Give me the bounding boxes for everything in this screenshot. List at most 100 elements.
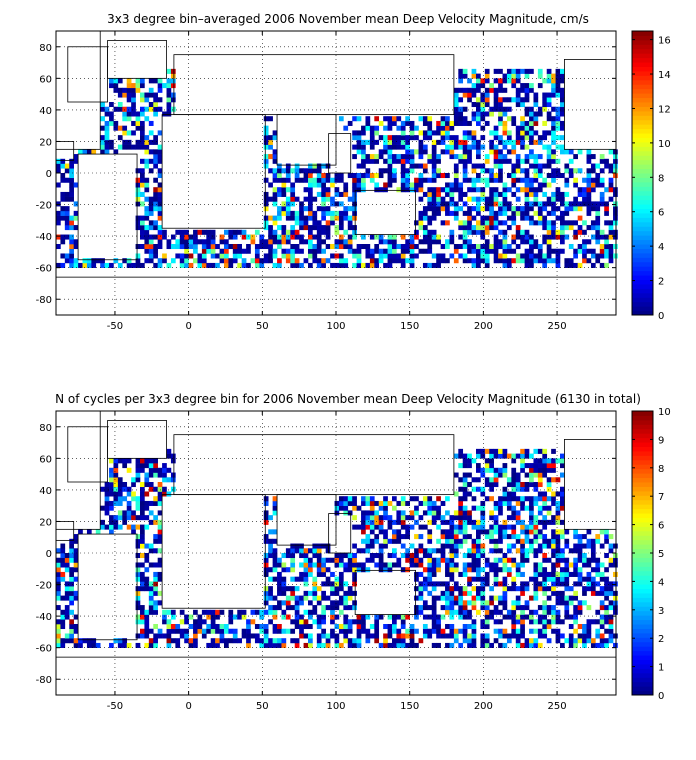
data-cell [489,595,494,601]
data-cell [383,624,388,630]
data-cell [542,567,548,573]
data-cell [515,158,521,164]
data-cell [511,543,517,549]
data-cell [533,458,539,464]
data-cell [595,206,601,212]
data-cell [529,482,534,488]
data-cell [418,215,424,221]
data-cell [60,562,66,568]
data-cell [502,586,508,592]
data-cell [347,244,353,250]
data-cell [445,130,450,136]
data-cell [277,234,282,240]
data-cell [449,191,455,197]
data-cell [383,139,388,145]
data-cell [148,467,154,473]
data-cell [383,642,388,648]
data-cell [573,168,578,174]
data-cell [533,581,539,587]
data-cell [153,609,158,615]
data-cell [387,125,393,131]
data-cell [422,548,428,554]
data-cell [135,196,141,202]
data-cell [586,154,592,160]
data-cell [560,567,565,573]
data-cell [471,130,477,136]
data-cell [109,78,114,84]
data-cell [537,154,543,160]
data-cell [537,244,543,250]
data-cell [529,524,534,530]
data-cell [467,78,472,84]
data-cell [471,116,477,122]
data-cell [56,557,61,563]
data-cell [436,258,441,264]
data-cell [299,220,304,226]
data-cell [347,234,353,240]
data-cell [299,614,304,620]
data-cell [546,201,552,207]
data-cell [95,258,101,264]
data-cell [546,595,552,601]
data-cell [564,206,570,212]
data-cell [277,638,282,644]
data-cell [436,510,441,516]
data-cell [555,196,561,202]
y-tick-label: 20 [39,137,52,148]
data-cell [285,163,291,169]
data-cell [254,609,260,615]
data-cell [520,168,525,174]
data-cell [109,642,114,648]
data-cell [237,609,242,615]
data-cell [542,557,548,563]
data-cell [555,562,561,568]
data-cell [69,220,74,226]
data-cell [542,633,548,639]
data-cell [157,524,163,530]
data-cell [290,576,296,582]
data-cell [400,244,406,250]
data-cell [387,163,393,169]
data-cell [471,458,477,464]
data-cell [277,581,282,587]
data-cell [387,182,393,188]
data-cell [153,586,158,592]
colorbar-segment [632,619,653,625]
data-cell [117,144,123,150]
data-cell [316,614,322,620]
y-tick-label: -60 [36,264,52,275]
data-cell [480,234,486,240]
data-cell [555,500,561,506]
data-cell [409,624,415,630]
data-cell [586,529,592,535]
data-cell [334,225,340,231]
data-cell [542,538,548,544]
data-cell [166,619,172,625]
coastline [328,513,352,554]
data-cell [422,628,428,634]
data-cell [246,619,251,625]
data-cell [69,586,74,592]
data-cell [471,477,477,483]
data-cell [586,576,592,582]
data-cell [330,244,335,250]
data-cell [126,111,132,117]
data-cell [343,239,349,245]
data-cell [361,519,366,525]
data-cell [140,515,145,521]
data-cell [498,102,503,108]
data-cell [520,125,525,131]
data-cell [414,557,419,563]
data-cell [184,253,189,259]
data-cell [489,144,494,150]
data-cell [153,135,158,141]
data-cell [604,262,609,268]
data-cell [533,139,539,145]
data-cell [573,619,578,625]
data-cell [365,120,371,126]
data-cell [100,519,105,525]
data-cell [520,482,525,488]
data-cell [476,87,481,93]
data-cell [546,182,552,188]
data-cell [537,628,543,634]
